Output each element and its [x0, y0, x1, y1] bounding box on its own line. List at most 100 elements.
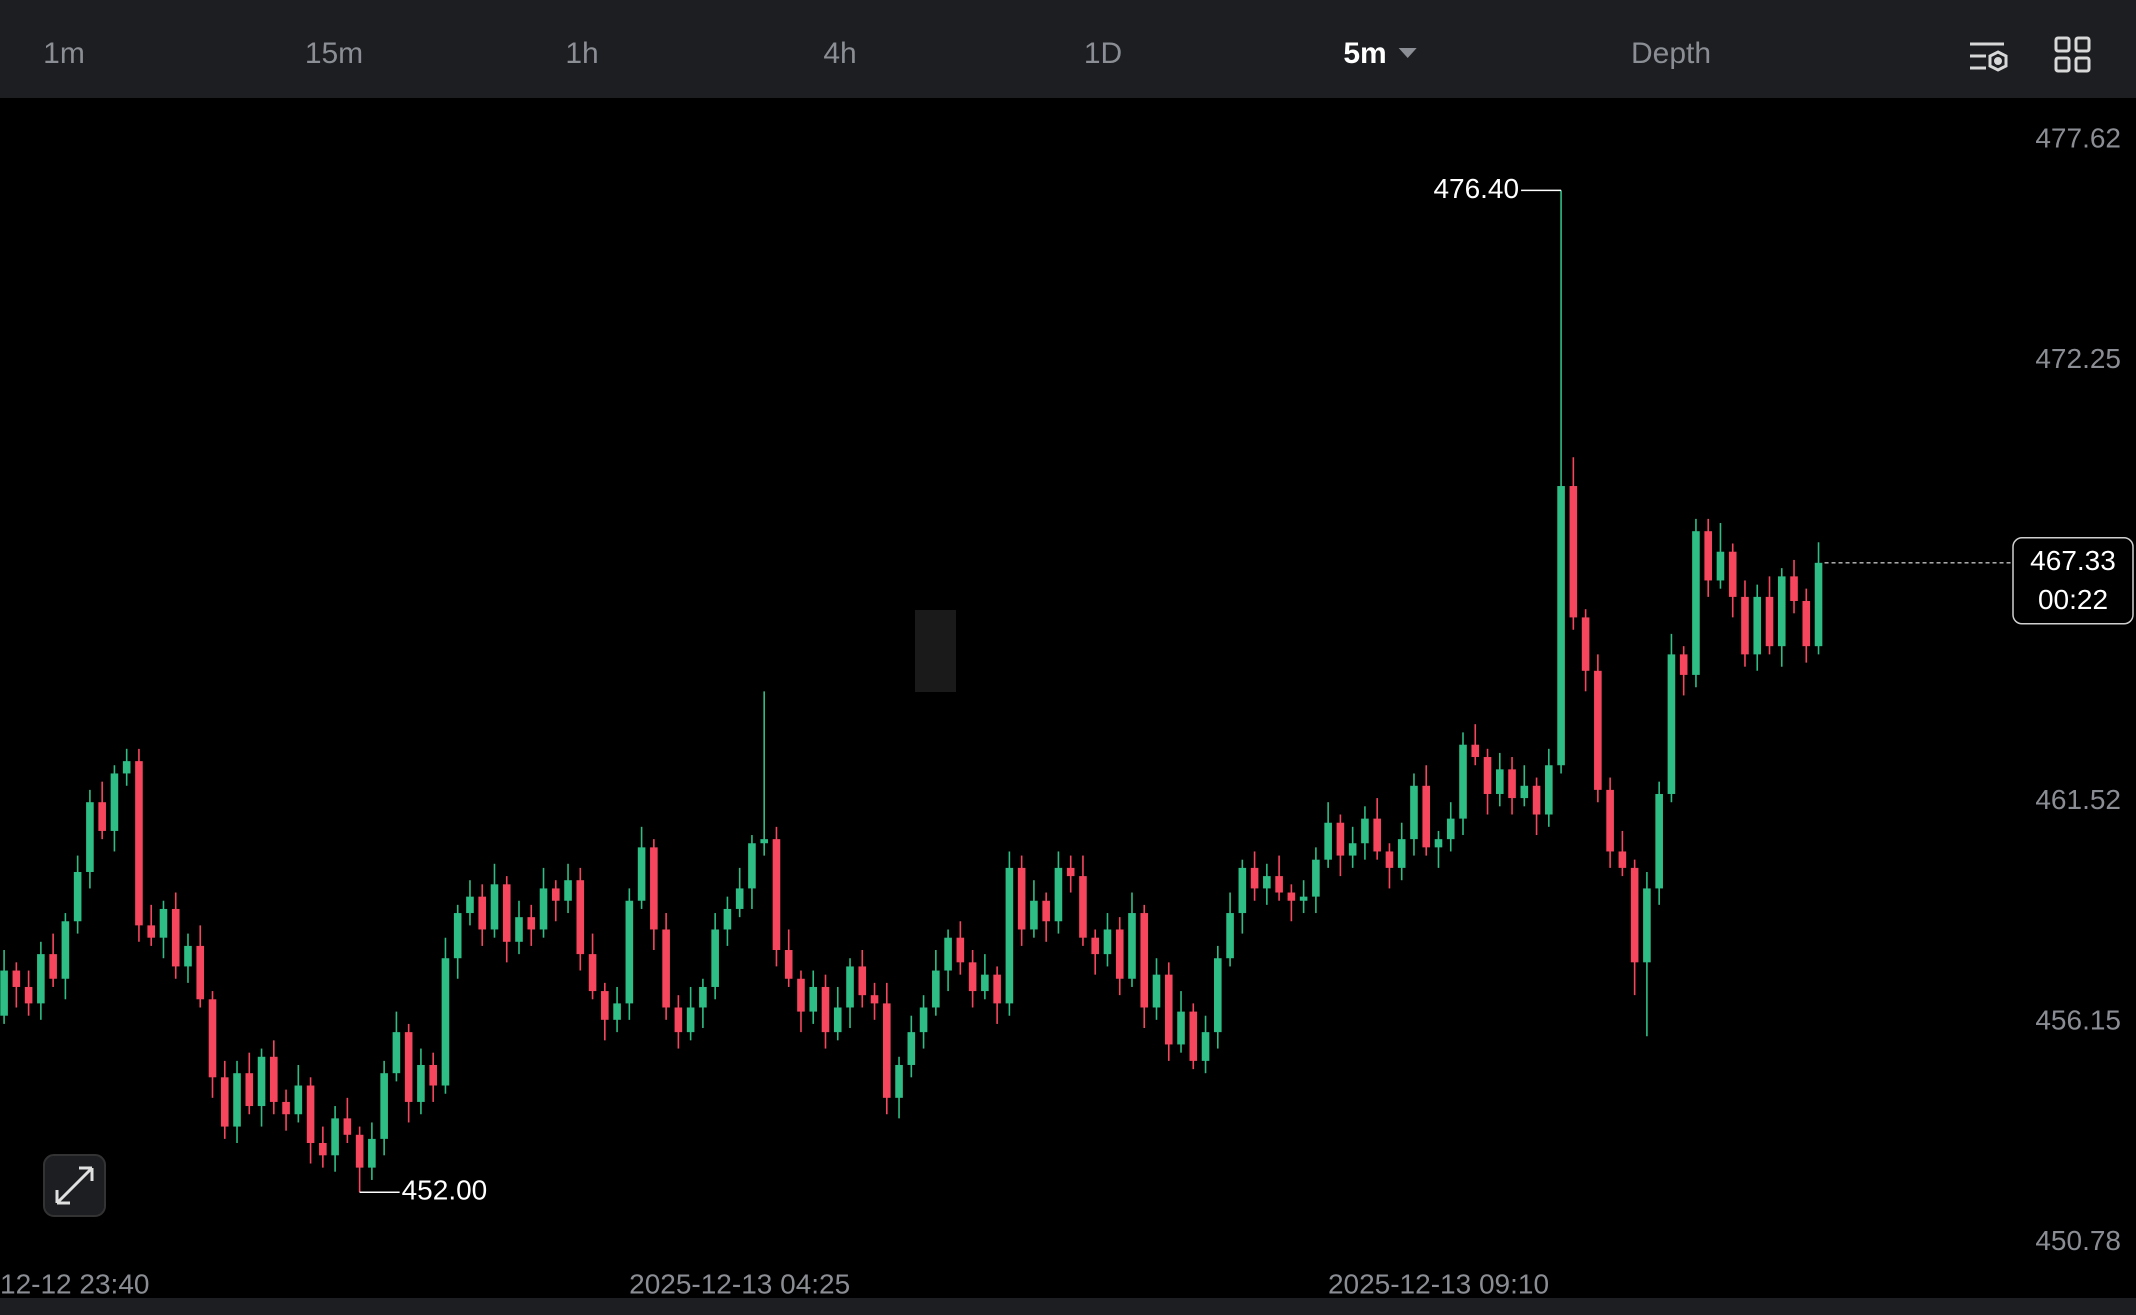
candle-body — [515, 917, 523, 942]
candle-body — [1557, 486, 1565, 766]
candle-body — [1765, 596, 1774, 647]
candle-body — [993, 974, 1001, 1004]
timeframe-tab[interactable]: 1D — [1084, 37, 1122, 70]
candle-body — [1532, 785, 1541, 815]
candle-body — [208, 999, 217, 1078]
candle-body — [748, 843, 756, 889]
candle-body — [1091, 937, 1100, 955]
candle-body — [1704, 531, 1712, 581]
candle-body — [1581, 617, 1590, 671]
candle-body — [502, 884, 511, 942]
candle-body — [711, 929, 719, 987]
candle-body — [1164, 974, 1173, 1045]
candle-body — [441, 958, 450, 1086]
candle-body — [576, 880, 585, 955]
candle-body — [797, 978, 805, 1012]
candle-body — [1214, 958, 1222, 1033]
toolbar — [0, 0, 2136, 98]
candle-body — [24, 986, 33, 1004]
x-tick-label: 2025-12-13 04:25 — [629, 1268, 850, 1299]
candle-body — [135, 761, 143, 926]
candle-body — [1716, 551, 1725, 581]
candle-body — [919, 1007, 928, 1033]
candle-body — [1238, 867, 1247, 914]
candle-body — [1054, 867, 1063, 922]
timeframe-tab[interactable]: 4h — [823, 37, 856, 70]
candle-body — [1679, 654, 1688, 675]
candle-body — [61, 921, 70, 979]
candle-body — [882, 1003, 891, 1098]
candle-body — [1361, 818, 1369, 844]
candle-body — [1042, 900, 1050, 922]
candle-body — [343, 1118, 352, 1135]
candle-body — [932, 970, 940, 1008]
candle-body — [1348, 843, 1357, 856]
candle-body — [0, 970, 8, 1016]
candle-body — [233, 1073, 241, 1127]
candle-body — [613, 1003, 621, 1020]
candle-body — [1446, 818, 1455, 840]
candle-body — [1790, 576, 1798, 601]
candle-body — [625, 900, 634, 1004]
candle-body — [1594, 670, 1602, 790]
expand-button[interactable] — [43, 1154, 106, 1217]
timeframe-tab[interactable]: Depth — [1631, 37, 1711, 70]
indicator-settings-icon[interactable] — [1970, 42, 2008, 72]
timeframe-tab[interactable]: 5m — [1343, 37, 1386, 70]
candle-body — [968, 962, 977, 992]
candle-body — [1287, 892, 1296, 901]
candle-body — [184, 945, 192, 967]
low-label: 452.00 — [402, 1175, 488, 1206]
candle-body — [417, 1064, 425, 1102]
last-price-label: 467.33 — [2030, 545, 2116, 576]
candle-body — [1189, 1011, 1198, 1061]
candle-body — [1422, 785, 1431, 848]
candle-body — [784, 950, 793, 979]
candle-body — [37, 954, 45, 1004]
candle-body — [846, 966, 854, 1008]
candle-body — [895, 1064, 903, 1098]
high-label: 476.40 — [1433, 173, 1519, 204]
candle-body — [1250, 867, 1259, 889]
candle-body — [650, 847, 658, 930]
timeframe-tab[interactable]: 1h — [565, 37, 598, 70]
candle-body — [760, 839, 768, 844]
last-price-tag — [2012, 537, 2134, 625]
layout-icon[interactable] — [2054, 36, 2091, 73]
candle-body — [1263, 876, 1271, 889]
candle-body — [1495, 769, 1504, 794]
candle-body — [1140, 913, 1149, 1008]
y-tick-label: 461.52 — [2035, 784, 2121, 815]
candle-body — [1692, 531, 1700, 675]
x-tick-label: 12-12 23:40 — [0, 1268, 149, 1299]
candle-body — [1385, 851, 1394, 868]
candle-body — [478, 896, 487, 930]
candle-body — [98, 802, 106, 831]
candle-body — [1030, 900, 1038, 930]
candle-body — [1545, 765, 1553, 815]
candle-body — [981, 974, 989, 992]
candle-body — [1802, 600, 1811, 647]
candle-body — [1128, 913, 1136, 979]
candle-body — [858, 966, 867, 996]
timeframe-tab[interactable]: 15m — [305, 37, 363, 70]
candle-body — [662, 929, 670, 1008]
candle-body — [1753, 596, 1762, 655]
y-tick-label: 472.25 — [2035, 343, 2121, 374]
candle-body — [270, 1056, 278, 1102]
candle-body — [171, 908, 180, 967]
candle-body — [147, 925, 156, 938]
placeholder-block — [915, 610, 956, 692]
candle-body — [809, 986, 818, 1012]
candle-body — [1005, 867, 1014, 1004]
candle-body — [1741, 596, 1749, 655]
candle-body — [1508, 769, 1516, 799]
candle-body — [220, 1077, 229, 1127]
candle-body — [1177, 1011, 1185, 1045]
candle-body — [699, 986, 707, 1008]
candle-body — [1115, 929, 1124, 979]
timeframe-tab[interactable]: 1m — [43, 37, 85, 70]
candle-body — [1814, 562, 1823, 647]
x-tick-label: 2025-12-13 09:10 — [1328, 1268, 1549, 1299]
